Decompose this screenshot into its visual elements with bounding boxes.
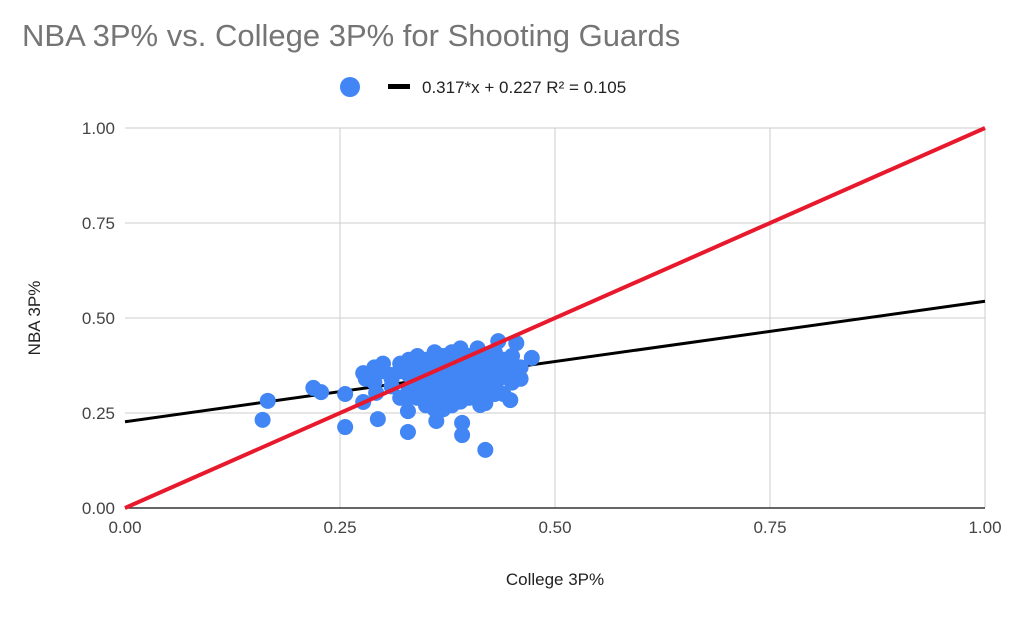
data-point <box>452 393 469 410</box>
data-point <box>399 424 416 440</box>
data-point <box>357 370 374 387</box>
data-point <box>422 378 439 395</box>
x-tick-label: 0.50 <box>538 518 571 537</box>
chart-title: NBA 3P% vs. College 3P% for Shooting Gua… <box>22 18 681 53</box>
data-point <box>508 335 525 352</box>
y-tick-label: 0.75 <box>82 214 115 233</box>
data-point <box>400 351 417 368</box>
x-tick-label: 0.25 <box>323 518 356 537</box>
data-point <box>399 403 416 420</box>
data-point <box>512 370 529 387</box>
data-point <box>313 384 330 401</box>
data-point <box>478 386 495 402</box>
data-point <box>512 359 529 376</box>
legend: 0.317*x + 0.227 R² = 0.105 <box>340 77 626 97</box>
data-point <box>499 359 516 376</box>
y-tick-label: 1.00 <box>82 119 115 138</box>
y-tick-label: 0.00 <box>82 499 115 518</box>
data-point <box>448 378 465 395</box>
data-point <box>369 411 386 428</box>
data-point <box>491 370 508 387</box>
y-tick-label: 0.50 <box>82 309 115 328</box>
x-tick-label: 0.75 <box>753 518 786 537</box>
data-point <box>465 367 482 383</box>
y-axis-label: NBA 3P% <box>25 281 44 356</box>
x-tick-label: 0.00 <box>108 518 141 537</box>
data-point <box>454 427 471 444</box>
data-point <box>366 359 383 376</box>
data-point <box>454 414 471 431</box>
legend-series-marker <box>340 77 360 97</box>
data-point <box>337 386 354 402</box>
y-tick-label: 0.25 <box>82 404 115 423</box>
data-point <box>259 392 276 409</box>
data-point <box>337 419 354 436</box>
data-point <box>428 412 445 429</box>
reference-line <box>124 126 986 510</box>
data-point <box>523 349 540 366</box>
legend-trendline-label: 0.317*x + 0.227 R² = 0.105 <box>422 78 626 97</box>
x-tick-label: 1.00 <box>968 518 1001 537</box>
legend-trendline-marker <box>388 84 410 89</box>
data-point <box>477 441 494 458</box>
data-point <box>383 367 400 383</box>
x-axis-label: College 3P% <box>506 570 604 589</box>
data-point <box>392 389 409 406</box>
data-point <box>482 355 499 372</box>
data-point <box>254 411 271 428</box>
